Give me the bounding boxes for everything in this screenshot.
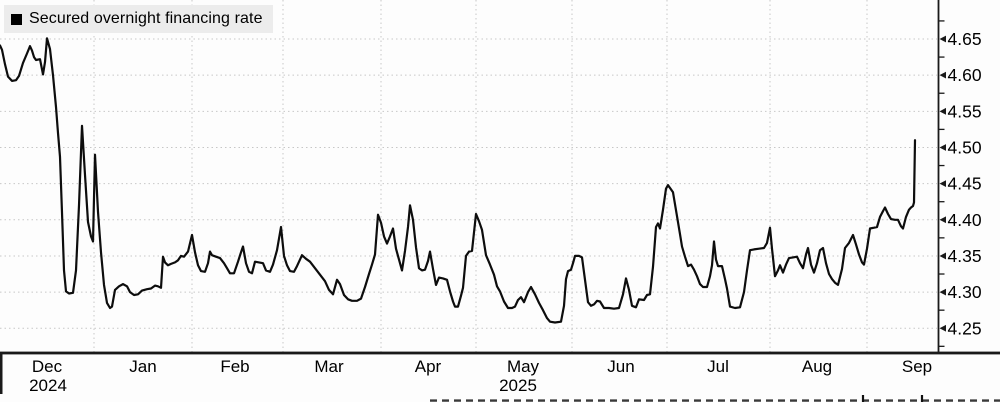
y-axis-major-tick bbox=[939, 324, 946, 332]
y-axis-tick-label: 4.55 bbox=[948, 101, 982, 121]
y-axis-major-tick bbox=[939, 35, 946, 43]
x-axis-month-label: Aug bbox=[802, 357, 832, 376]
y-axis-major-tick bbox=[939, 252, 946, 260]
y-axis-major-tick bbox=[939, 71, 946, 79]
x-axis-month-label: Sep bbox=[902, 357, 932, 376]
x-axis-line bbox=[0, 351, 1000, 355]
x-axis-year-label: 2024 bbox=[29, 376, 67, 395]
x-axis-month-label: Apr bbox=[415, 357, 442, 376]
x-axis-year-label: 2025 bbox=[499, 376, 537, 395]
y-axis-major-tick bbox=[939, 107, 946, 115]
x-axis-month-label: Jan bbox=[129, 357, 156, 376]
x-axis-month-label: May bbox=[507, 357, 540, 376]
y-axis-tick-label: 4.45 bbox=[948, 174, 982, 194]
x-axis-month-label: Mar bbox=[314, 357, 344, 376]
y-axis-tick-label: 4.50 bbox=[948, 137, 982, 157]
x-axis-month-label: Dec bbox=[32, 357, 63, 376]
y-axis-major-tick bbox=[939, 180, 946, 188]
y-axis-major-tick bbox=[939, 144, 946, 151]
y-axis-tick-label: 4.65 bbox=[948, 29, 982, 49]
y-axis-major-tick bbox=[939, 288, 946, 296]
y-axis-major-tick bbox=[939, 216, 946, 224]
x-axis-month-label: Jul bbox=[707, 357, 729, 376]
y-axis-tick-label: 4.40 bbox=[948, 210, 982, 230]
x-axis-month-label: Jun bbox=[607, 357, 634, 376]
sofr-line-series bbox=[0, 37, 917, 324]
x-axis-month-label: Feb bbox=[220, 357, 249, 376]
chart-legend[interactable]: Secured overnight financing rate bbox=[4, 5, 273, 33]
y-axis-tick-label: 4.30 bbox=[948, 282, 982, 302]
legend-series-label: Secured overnight financing rate bbox=[29, 10, 263, 27]
y-axis-tick-label: 4.35 bbox=[948, 246, 982, 266]
y-axis-tick-label: 4.25 bbox=[948, 318, 982, 338]
y-axis-tick-label: 4.60 bbox=[948, 65, 982, 85]
x-axis-edge-tick bbox=[0, 353, 3, 394]
legend-swatch-icon bbox=[11, 13, 22, 25]
